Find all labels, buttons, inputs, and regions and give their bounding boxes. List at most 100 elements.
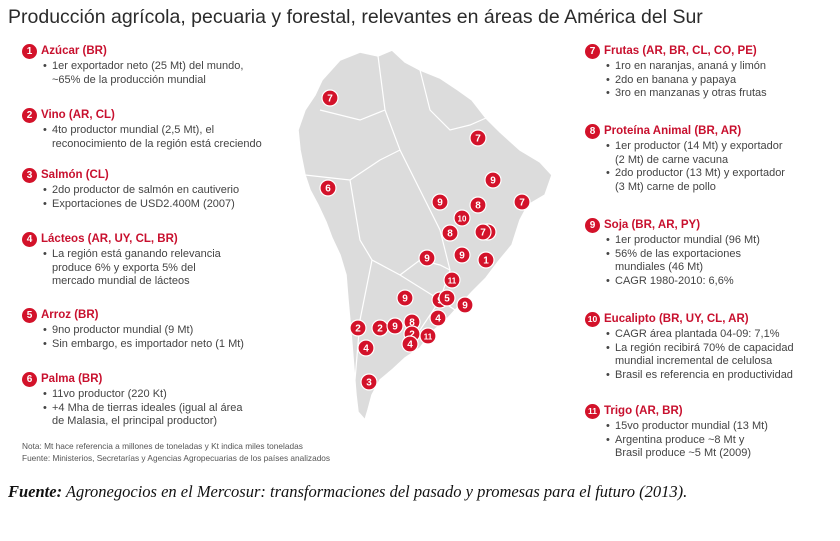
map-marker-label: 6 bbox=[325, 184, 331, 195]
map-marker-label: 4 bbox=[363, 344, 369, 355]
map-marker-label: 8 bbox=[409, 318, 415, 329]
map-marker-label: 9 bbox=[490, 176, 496, 187]
legend-item: 1 Azúcar (BR) 1er exportador neto (25 Mt) … bbox=[22, 44, 243, 87]
item-number-badge: 9 bbox=[585, 218, 600, 233]
south-america-map: 77697798108799191195984229241143 bbox=[297, 49, 553, 422]
item-bullet: 15vo productor mundial (13 Mt) bbox=[606, 420, 768, 434]
map-marker-circle bbox=[441, 224, 459, 242]
item-bullet: Sin embargo, es importador neto (1 Mt) bbox=[43, 338, 244, 352]
item-bullets: 2do productor de salmón en cautiverioExp… bbox=[22, 184, 239, 211]
map-marker-label: 2 bbox=[355, 324, 361, 335]
map-marker-circle bbox=[321, 89, 339, 107]
map-marker: 9 bbox=[386, 317, 404, 335]
item-title: Palma (BR) bbox=[41, 373, 103, 385]
item-title: Lácteos (AR, UY, CL, BR) bbox=[41, 233, 178, 245]
item-bullet: Brasil es referencia en productividad bbox=[606, 369, 794, 383]
map-marker-circle bbox=[349, 319, 367, 337]
item-number-badge: 6 bbox=[22, 372, 37, 387]
item-bullets: 1er exportador neto (25 Mt) del mundo, ~… bbox=[22, 60, 243, 87]
map-marker-circle bbox=[360, 373, 378, 391]
map-marker: 7 bbox=[321, 89, 339, 107]
map-marker-circle bbox=[456, 296, 474, 314]
map-marker-label: 9 bbox=[437, 198, 443, 209]
note-line: Fuente: Ministerios, Secretarías y Agenc… bbox=[22, 452, 331, 463]
map-marker: 11 bbox=[443, 271, 461, 289]
map-marker-label: 9 bbox=[459, 251, 465, 262]
item-bullet: 2do productor (13 Mt) y exportador (3 Mt… bbox=[606, 167, 785, 194]
map-marker: 7 bbox=[474, 223, 492, 241]
map-marker-circle bbox=[443, 271, 461, 289]
legend-item: 9 Soja (BR, AR, PY) 1er productor mundial … bbox=[585, 218, 760, 288]
item-bullets: 15vo productor mundial (13 Mt)Argentina … bbox=[585, 420, 768, 461]
item-title: Proteína Animal (BR, AR) bbox=[604, 125, 742, 137]
item-title: Salmón (CL) bbox=[41, 169, 109, 181]
map-marker-label: 3 bbox=[366, 378, 372, 389]
item-title: Arroz (BR) bbox=[41, 309, 99, 321]
item-bullet: CAGR 1980-2010: 6,6% bbox=[606, 275, 760, 289]
map-marker-circle bbox=[474, 223, 492, 241]
map-marker: 7 bbox=[469, 129, 487, 147]
map-marker-label: 2 bbox=[377, 324, 383, 335]
map-marker-label: 7 bbox=[475, 134, 481, 145]
item-bullet: 3ro en manzanas y otras frutas bbox=[606, 87, 767, 101]
item-number-badge: 2 bbox=[22, 108, 37, 123]
item-bullet: Exportaciones de USD2.400M (2007) bbox=[43, 198, 239, 212]
map-marker-circle bbox=[438, 289, 456, 307]
map-marker-label: 9 bbox=[392, 322, 398, 333]
map-marker: 9 bbox=[484, 171, 502, 189]
map-marker-label: 8 bbox=[475, 201, 481, 212]
map-marker-label: 2 bbox=[409, 330, 415, 341]
map-marker-label: 9 bbox=[462, 301, 468, 312]
map-marker-label: 7 bbox=[327, 94, 333, 105]
item-bullets: 1ro en naranjas, ananá y limón2do en ban… bbox=[585, 60, 767, 101]
map-marker-circle bbox=[419, 327, 437, 345]
map-marker: 1 bbox=[477, 251, 495, 269]
item-bullet: La región recibirá 70% de capacidad mund… bbox=[606, 342, 794, 369]
item-bullets: 9no productor mundial (9 Mt)Sin embargo,… bbox=[22, 324, 244, 351]
item-bullet: 1ro en naranjas, ananá y limón bbox=[606, 60, 767, 74]
map-marker: 4 bbox=[429, 309, 447, 327]
map-marker-circle bbox=[431, 193, 449, 211]
item-number-badge: 1 bbox=[22, 44, 37, 59]
map-marker: 2 bbox=[371, 319, 389, 337]
item-number-badge: 4 bbox=[22, 232, 37, 247]
map-marker-label: 11 bbox=[448, 277, 457, 286]
item-title: Frutas (AR, BR, CL, CO, PE) bbox=[604, 45, 757, 57]
item-number-badge: 5 bbox=[22, 308, 37, 323]
legend-item: 5 Arroz (BR) 9no productor mundial (9 Mt)S… bbox=[22, 308, 244, 351]
footnotes: Nota: Mt hace referencia a millones de t… bbox=[22, 441, 330, 464]
item-bullet: 1er productor (14 Mt) y exportador (2 Mt… bbox=[606, 140, 785, 167]
note-line: Nota: Mt hace referencia a millones de t… bbox=[22, 441, 303, 451]
item-bullet: 1er exportador neto (25 Mt) del mundo, ~… bbox=[43, 60, 243, 87]
item-bullets: 1er productor (14 Mt) y exportador (2 Mt… bbox=[585, 140, 785, 194]
map-marker: 3 bbox=[360, 373, 378, 391]
map-marker-label: 1 bbox=[483, 256, 489, 267]
item-bullets: 1er productor mundial (96 Mt)56% de las … bbox=[585, 234, 760, 288]
map-marker: 9 bbox=[453, 246, 471, 264]
item-title: Azúcar (BR) bbox=[41, 45, 107, 57]
map-marker-circle bbox=[386, 317, 404, 335]
map-marker-circle bbox=[319, 179, 337, 197]
item-bullets: 11vo productor (220 Kt)+4 Mha de tierras… bbox=[22, 388, 242, 429]
item-title: Soja (BR, AR, PY) bbox=[604, 219, 701, 231]
map-marker: 5 bbox=[438, 289, 456, 307]
map-marker-circle bbox=[469, 129, 487, 147]
map-marker-circle bbox=[401, 335, 419, 353]
item-number-badge: 11 bbox=[585, 404, 600, 419]
map-marker-circle bbox=[357, 339, 375, 357]
map-marker-circle bbox=[453, 209, 471, 227]
item-bullet: 2do productor de salmón en cautiverio bbox=[43, 184, 239, 198]
item-bullets: La región está ganando relevancia produc… bbox=[22, 248, 221, 289]
page-title: Producción agrícola, pecuaria y forestal… bbox=[8, 6, 703, 28]
item-bullet: 2do en banana y papaya bbox=[606, 74, 767, 88]
map-marker: 8 bbox=[469, 196, 487, 214]
item-number-badge: 8 bbox=[585, 124, 600, 139]
map-marker: 8 bbox=[441, 224, 459, 242]
item-bullets: CAGR área plantada 04-09: 7,1%La región … bbox=[585, 328, 794, 382]
source-label: Fuente: bbox=[8, 482, 63, 501]
map-marker-label: 9 bbox=[424, 254, 430, 265]
map-marker: 9 bbox=[418, 249, 436, 267]
continent-shape bbox=[297, 49, 553, 422]
map-marker-circle bbox=[513, 193, 531, 211]
item-bullet: CAGR área plantada 04-09: 7,1% bbox=[606, 328, 794, 342]
